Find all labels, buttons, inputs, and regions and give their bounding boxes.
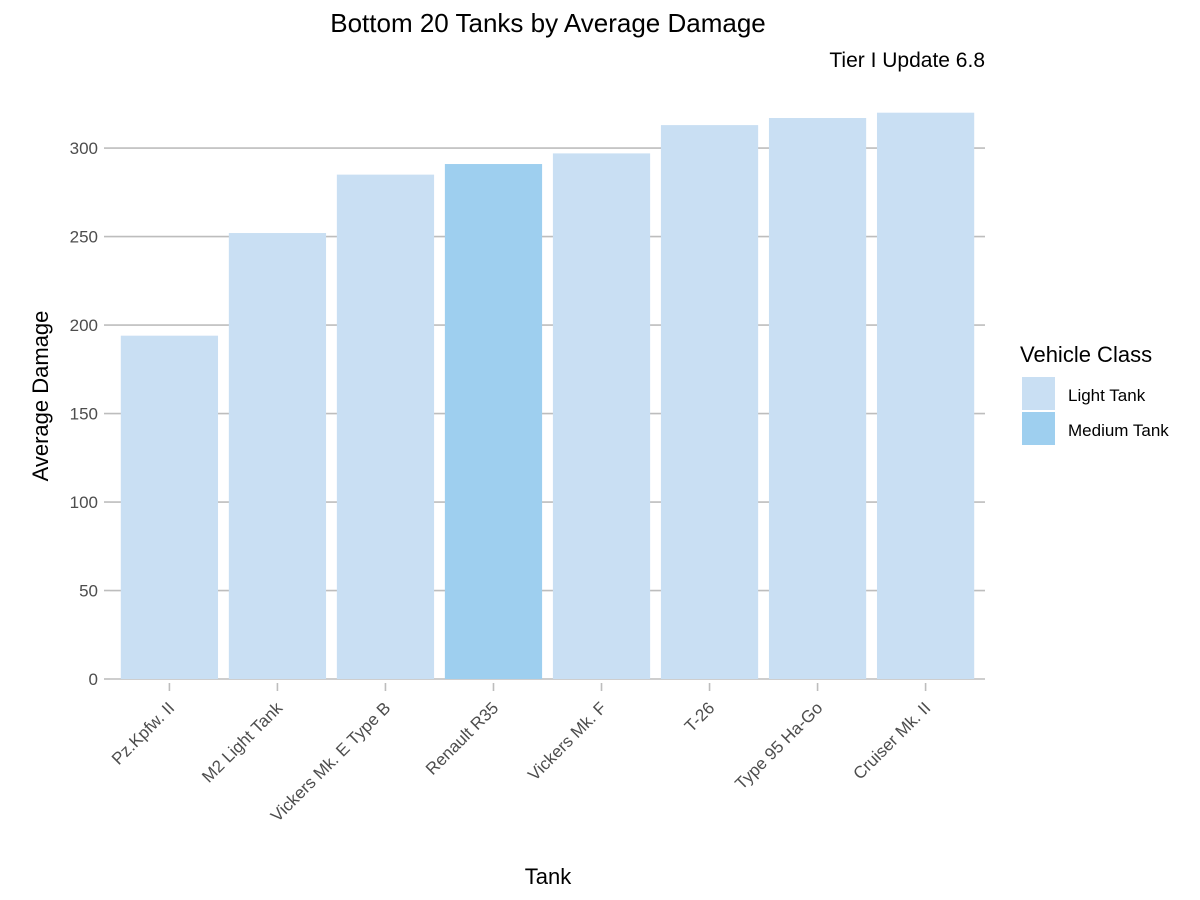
x-tick-label: Cruiser Mk. II: [850, 698, 935, 783]
bar: [444, 164, 543, 679]
y-tick-label: 50: [79, 582, 98, 601]
x-tick-label: M2 Light Tank: [198, 698, 286, 786]
x-tick-label: Pz.Kpfw. II: [108, 698, 178, 768]
chart-title: Bottom 20 Tanks by Average Damage: [330, 8, 766, 38]
legend-key: [1022, 412, 1055, 445]
bar: [228, 233, 327, 679]
bars: [120, 112, 975, 680]
x-tick-label: T-26: [681, 698, 718, 735]
y-tick-label: 0: [89, 670, 98, 689]
legend-label: Medium Tank: [1068, 421, 1169, 440]
bar: [120, 335, 219, 679]
y-axis-title: Average Damage: [28, 311, 53, 482]
y-tick-label: 200: [70, 316, 98, 335]
legend-title: Vehicle Class: [1020, 342, 1152, 367]
y-axis: 0 50 100 150 200 250 300: [70, 139, 110, 689]
x-tick-label: Vickers Mk. F: [524, 698, 610, 784]
x-axis-title: Tank: [525, 864, 572, 889]
bar: [876, 112, 975, 680]
x-tick-label: Vickers Mk. E Type B: [267, 698, 394, 825]
y-tick-label: 100: [70, 493, 98, 512]
legend: Vehicle Class Light Tank Medium Tank: [1020, 342, 1169, 445]
legend-label: Light Tank: [1068, 386, 1146, 405]
bar: [336, 174, 435, 680]
x-tick-label: Type 95 Ha-Go: [731, 698, 826, 793]
bar: [552, 153, 651, 679]
x-tick-label: Renault R35: [422, 698, 502, 778]
y-tick-label: 300: [70, 139, 98, 158]
chart-subtitle: Tier I Update 6.8: [829, 49, 985, 72]
bar: [660, 125, 759, 680]
legend-key: [1022, 377, 1055, 410]
y-tick-label: 250: [70, 228, 98, 247]
y-tick-label: 150: [70, 405, 98, 424]
bar: [768, 118, 867, 680]
